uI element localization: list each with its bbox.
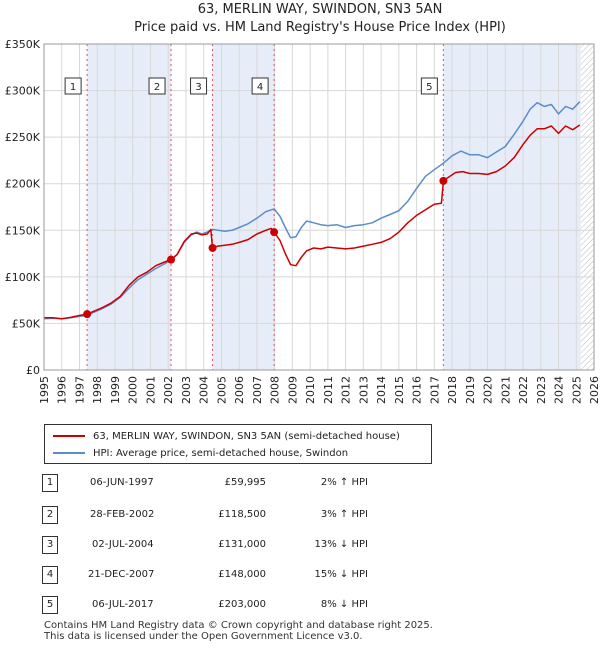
x-tick-label: 2002 — [162, 376, 175, 404]
legend-swatch-hpi — [53, 452, 85, 454]
sale-number-label: 5 — [426, 82, 432, 93]
table-row: 4 21-DEC-2007 £148,000 15% ↓ HPI — [40, 566, 410, 586]
legend-label-property: 63, MERLIN WAY, SWINDON, SN3 5AN (semi-d… — [93, 430, 400, 442]
sale-number-badge: 5 — [42, 596, 58, 614]
sale-number-badge: 4 — [42, 566, 58, 584]
property-price-line — [44, 124, 581, 320]
x-tick-label: 2015 — [393, 376, 406, 404]
x-tick-label: 2014 — [375, 376, 388, 404]
sale-price: £203,000 — [218, 599, 266, 610]
x-tick-label: 2025 — [570, 376, 583, 404]
x-tick-label: 2000 — [127, 376, 140, 404]
x-tick-label: 2004 — [198, 376, 211, 404]
x-tick-label: 2017 — [428, 376, 441, 404]
x-tick-label: 2016 — [411, 376, 424, 404]
sale-date: 02-JUL-2004 — [92, 539, 154, 550]
table-row: 2 28-FEB-2002 £118,500 3% ↑ HPI — [40, 506, 410, 526]
sale-point — [83, 310, 92, 319]
sale-hpi-diff: 3% ↑ HPI — [320, 509, 368, 520]
sale-point — [270, 228, 279, 237]
y-tick-label: £50K — [12, 317, 41, 330]
sale-price: £131,000 — [218, 539, 266, 550]
sale-number-label: 3 — [195, 82, 201, 93]
x-tick-label: 2011 — [322, 376, 335, 404]
x-tick-label: 2007 — [251, 376, 264, 404]
x-tick-label: 2003 — [180, 376, 193, 404]
x-tick-label: 2012 — [340, 376, 353, 404]
sale-hpi-diff: 2% ↑ HPI — [320, 477, 368, 488]
x-tick-label: 2019 — [464, 376, 477, 404]
sale-number-box — [148, 77, 166, 95]
chart-title: 63, MERLIN WAY, SWINDON, SN3 5AN — [197, 2, 443, 17]
x-tick-label: 1999 — [109, 376, 122, 404]
x-tick-label: 2020 — [482, 376, 495, 404]
x-tick-label: 2008 — [269, 376, 282, 404]
x-tick-label: 1997 — [73, 376, 86, 404]
sale-hpi-diff: 13% ↓ HPI — [314, 539, 368, 550]
sale-date: 21-DEC-2007 — [88, 569, 155, 580]
y-tick-label: £250K — [5, 131, 41, 144]
x-tick-label: 1998 — [91, 376, 104, 404]
sale-number-label: 2 — [154, 82, 160, 93]
x-tick-label: 1996 — [56, 376, 69, 404]
legend-label-hpi: HPI: Average price, semi-detached house,… — [93, 447, 349, 459]
sale-number-label: 4 — [257, 82, 263, 93]
x-tick-label: 2013 — [357, 376, 370, 404]
price-chart: 1 2 3 4 5 1995 1996 1997 1998 1999 2000 2001 2002 20… — [5, 38, 600, 404]
legend-item-property: 63, MERLIN WAY, SWINDON, SN3 5AN (semi-d… — [45, 428, 400, 444]
sale-number-box — [64, 77, 82, 95]
plot-border — [43, 43, 595, 371]
x-tick-label: 2024 — [553, 376, 566, 404]
sale-number-box — [251, 77, 269, 95]
sale-number-badge: 2 — [42, 506, 58, 524]
x-tick-label: 1995 — [38, 376, 51, 404]
x-tick-label: 2026 — [588, 376, 600, 404]
x-tick-label: 2021 — [499, 376, 512, 404]
legend-swatch-property — [53, 435, 85, 437]
x-tick-label: 2001 — [144, 376, 157, 404]
footer-copyright: Contains HM Land Registry data © Crown c… — [44, 620, 433, 631]
y-tick-label: £150K — [5, 224, 41, 237]
sale-date: 06-JUN-1997 — [90, 477, 154, 488]
x-tick-label: 2009 — [286, 376, 299, 404]
hpi-line — [43, 101, 581, 320]
table-row: 3 02-JUL-2004 £131,000 13% ↓ HPI — [40, 536, 410, 556]
sale-number-badge: 1 — [42, 474, 58, 492]
y-tick-label: £0 — [26, 364, 40, 377]
y-tick-label: £200K — [5, 178, 41, 191]
sale-date: 06-JUL-2017 — [92, 599, 154, 610]
x-tick-label: 2006 — [233, 376, 246, 404]
chart-subtitle: Price paid vs. HM Land Registry's House … — [134, 20, 506, 35]
hatched-region — [580, 44, 594, 370]
sale-number-badge: 3 — [42, 536, 58, 554]
x-tick-label: 2005 — [215, 376, 228, 404]
legend-item-hpi: HPI: Average price, semi-detached house,… — [45, 445, 348, 461]
shaded-period — [443, 44, 581, 370]
shaded-period — [212, 44, 275, 370]
x-tick-label: 2023 — [535, 376, 548, 404]
table-row: 1 06-JUN-1997 £59,995 2% ↑ HPI — [40, 474, 410, 494]
table-row: 5 06-JUL-2017 £203,000 8% ↓ HPI — [40, 596, 410, 616]
x-tick-label: 2018 — [446, 376, 459, 404]
y-tick-label: £100K — [5, 271, 41, 284]
footer-licence: This data is licensed under the Open Gov… — [44, 631, 363, 642]
sale-number-label: 1 — [70, 82, 76, 93]
sale-price: £148,000 — [218, 569, 266, 580]
y-tick-label: £300K — [5, 85, 41, 98]
sale-price: £118,500 — [218, 509, 266, 520]
sale-number-box — [190, 77, 208, 95]
shaded-period — [87, 44, 172, 370]
x-tick-label: 2022 — [517, 376, 530, 404]
sale-point — [167, 255, 176, 264]
sale-hpi-diff: 8% ↓ HPI — [320, 599, 368, 610]
sale-point — [208, 243, 217, 252]
x-tick-label: 2010 — [304, 376, 317, 404]
legend: 63, MERLIN WAY, SWINDON, SN3 5AN (semi-d… — [44, 424, 432, 464]
sale-point — [439, 176, 448, 185]
sale-price: £59,995 — [224, 477, 266, 488]
sale-date: 28-FEB-2002 — [90, 509, 155, 520]
sale-number-box — [420, 77, 438, 95]
y-tick-label: £350K — [5, 38, 41, 51]
sale-hpi-diff: 15% ↓ HPI — [314, 569, 368, 580]
